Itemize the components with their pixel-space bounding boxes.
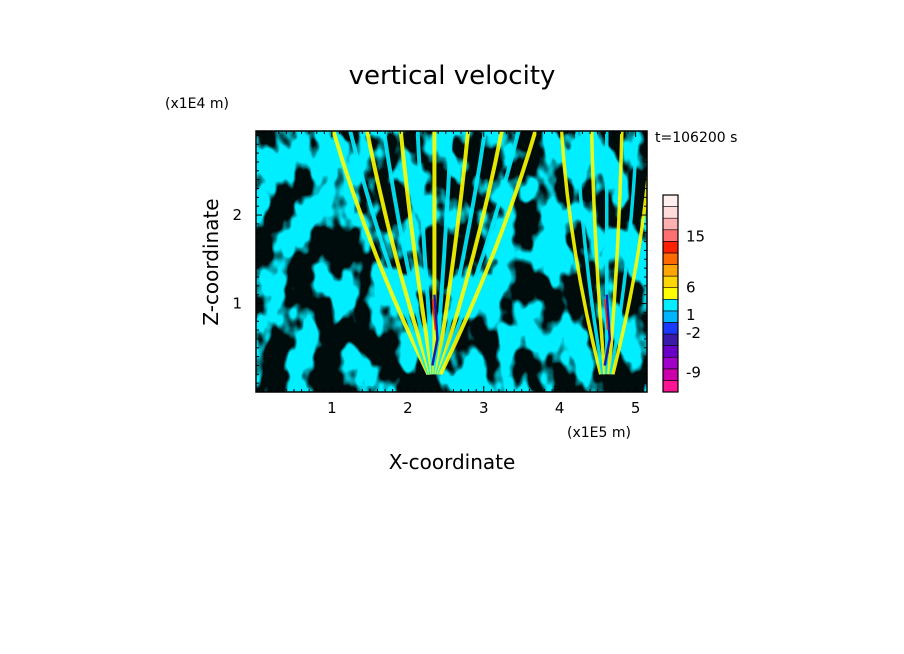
y-tick-labels: 12 bbox=[232, 206, 242, 312]
wave-band bbox=[381, 131, 434, 375]
wave-band bbox=[589, 131, 607, 375]
wave-band bbox=[348, 131, 432, 376]
colorbar-segment bbox=[662, 287, 679, 300]
colorbar-tick-labels: 15 6 1-2 -9 bbox=[686, 227, 705, 381]
colorbar-segment bbox=[662, 333, 679, 346]
colorbar-tick-label: 6 bbox=[686, 279, 696, 297]
wave-band bbox=[433, 131, 454, 375]
plot-frame bbox=[255, 130, 648, 393]
wave-band bbox=[365, 131, 433, 375]
wave-band bbox=[437, 131, 521, 376]
colorbar-tick-label: -2 bbox=[686, 324, 701, 342]
colorbar-tick-label: -9 bbox=[686, 363, 701, 381]
wave-fans bbox=[331, 131, 647, 376]
y-unit-label: (x1E4 m) bbox=[165, 96, 229, 112]
wave-band bbox=[436, 131, 504, 375]
colorbar-segment bbox=[662, 194, 679, 207]
chart-title: vertical velocity bbox=[349, 61, 556, 91]
core-updraft bbox=[604, 299, 609, 331]
axis-ticks bbox=[256, 131, 647, 392]
colorbar-frame bbox=[662, 194, 679, 393]
wave-band bbox=[609, 131, 639, 375]
x-axis-label: X-coordinate bbox=[389, 450, 516, 474]
wave-band bbox=[435, 131, 487, 375]
x-tick-label: 3 bbox=[479, 399, 489, 417]
x-tick-label: 5 bbox=[631, 399, 641, 417]
y-axis-label: Z-coordinate bbox=[199, 198, 223, 325]
colorbar-segment bbox=[662, 322, 679, 335]
wave-band bbox=[559, 131, 603, 375]
x-unit-label: (x1E5 m) bbox=[567, 425, 631, 441]
wave-band bbox=[331, 131, 431, 376]
wave-band bbox=[434, 131, 471, 375]
wave-band bbox=[438, 131, 538, 376]
colorbar-segment bbox=[662, 275, 679, 289]
colorbar-segment bbox=[662, 345, 679, 358]
colorbar-tick-label: 15 bbox=[686, 227, 705, 245]
colorbar bbox=[662, 194, 679, 393]
colorbar-segment bbox=[662, 380, 679, 393]
colorbar-segment bbox=[662, 252, 679, 265]
wave-band bbox=[607, 131, 624, 375]
wave-band bbox=[574, 131, 605, 375]
colorbar-segment bbox=[662, 356, 679, 370]
colorbar-segment bbox=[662, 206, 679, 219]
x-tick-label: 2 bbox=[403, 399, 413, 417]
core-downdraft bbox=[603, 294, 612, 366]
velocity-field bbox=[256, 131, 647, 392]
wave-band bbox=[415, 131, 436, 375]
colorbar-segment bbox=[662, 298, 679, 312]
colorbar-segment bbox=[662, 229, 679, 242]
colorbar-segment bbox=[662, 217, 679, 231]
x-tick-label: 4 bbox=[555, 399, 565, 417]
colorbar-segment bbox=[662, 241, 679, 254]
colorbar-tick-label: 1 bbox=[686, 306, 696, 324]
wave-band bbox=[398, 131, 435, 375]
x-tick-labels: 1 2 3 4 5 bbox=[327, 399, 640, 417]
colorbar-segment bbox=[662, 264, 679, 277]
colorbar-segment bbox=[662, 310, 679, 323]
convective-cores bbox=[431, 294, 612, 366]
colorbar-segment bbox=[662, 368, 679, 381]
y-tick-label: 2 bbox=[232, 206, 242, 224]
time-label: t=106200 s bbox=[655, 130, 737, 146]
core-downdraft bbox=[431, 294, 439, 366]
core-updraft bbox=[431, 299, 437, 331]
y-tick-label: 1 bbox=[232, 295, 242, 313]
wave-band bbox=[611, 170, 647, 375]
x-tick-label: 1 bbox=[327, 399, 337, 417]
